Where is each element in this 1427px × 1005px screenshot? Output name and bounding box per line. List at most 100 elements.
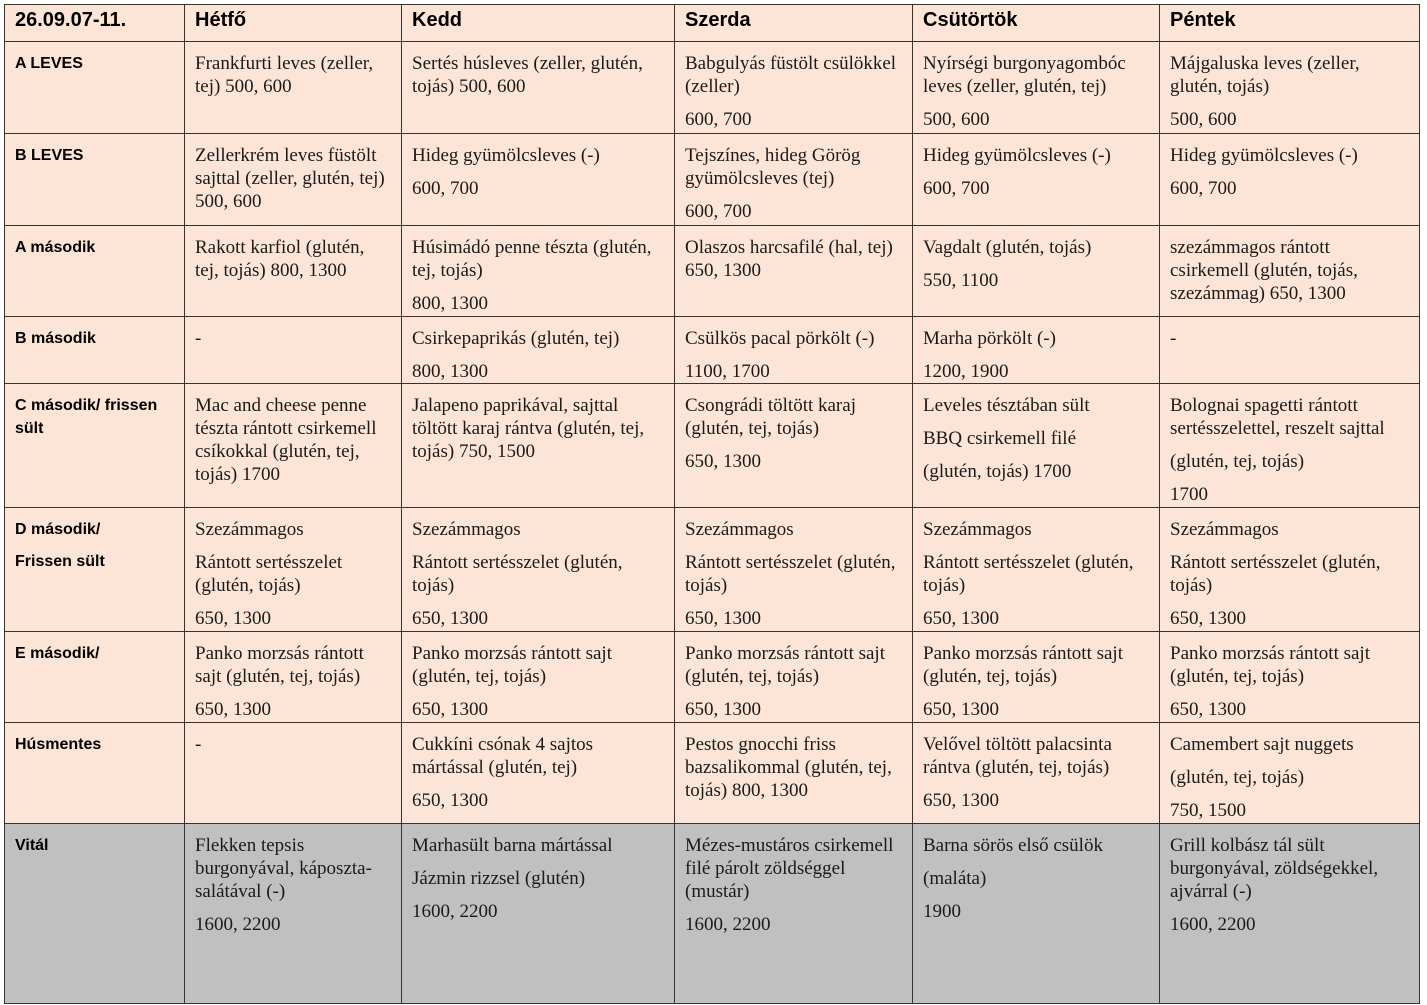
menu-cell-monday: Flekken tepsis burgonyával, káposzta-sal… <box>184 823 402 1004</box>
menu-cell-line: 650, 1300 <box>195 699 271 720</box>
menu-cell-thursday: Vagdalt (glutén, tojás) 550, 1100 <box>912 225 1160 317</box>
menu-cell-line: Vagdalt (glutén, tojás) <box>923 237 1092 258</box>
menu-cell-line: Panko morzsás rántott sajt (glutén, tej,… <box>412 643 612 687</box>
row-label: B LEVES <box>4 133 185 226</box>
menu-cell-wednesday: Babgulyás füstölt csülökkel (zeller) 600,… <box>674 41 913 134</box>
menu-body: A LEVES Frankfurti leves (zeller, tej) 50… <box>4 41 1420 1004</box>
menu-cell-line: szezámmagos rántott csirkemell (glutén, … <box>1170 237 1358 304</box>
menu-cell-line: Frankfurti leves (zeller, tej) 500, 600 <box>195 53 374 97</box>
row-label-line: A második <box>15 239 96 256</box>
menu-cell-line: Panko morzsás rántott sajt (glutén, tej,… <box>195 643 364 687</box>
menu-cell-line: Rántott sertésszelet (glutén, tojás) <box>412 552 623 596</box>
menu-cell-line: Velővel töltött palacsinta rántva (gluté… <box>923 734 1112 778</box>
menu-cell-thursday: Barna sörös első csülök (maláta) 1900 <box>912 823 1160 1004</box>
menu-cell-wednesday: Olaszos harcsafilé (hal, tej) 650, 1300 <box>674 225 913 317</box>
menu-cell-line: 1600, 2200 <box>1170 914 1256 935</box>
menu-cell-wednesday: Tejszínes, hideg Görög gyümölcsleves (te… <box>674 133 913 226</box>
menu-cell-line: (glutén, tej, tojás) <box>1170 451 1305 472</box>
menu-cell-friday: Panko morzsás rántott sajt (glutén, tej,… <box>1159 631 1420 723</box>
menu-cell-line: Rántott sertésszelet (glutén, tojás) <box>1170 552 1381 596</box>
row-label: B második <box>4 316 185 384</box>
menu-cell-tuesday: Marhasült barna mártással Jázmin rizzsel … <box>401 823 675 1004</box>
menu-cell-line: 1600, 2200 <box>195 914 281 935</box>
menu-cell-line: 550, 1100 <box>923 270 999 291</box>
menu-cell-line: 500, 600 <box>1170 109 1237 130</box>
menu-cell-friday: Grill kolbász tál sült burgonyával, zöld… <box>1159 823 1420 1004</box>
menu-cell-line: 600, 700 <box>923 178 990 199</box>
menu-row: Húsmentes - Cukkíni csónak 4 sajtos mártás… <box>4 722 1420 824</box>
menu-cell-line: Camembert sajt nuggets <box>1170 734 1354 755</box>
menu-cell-line: Hideg gyümölcsleves (-) <box>412 145 600 166</box>
menu-cell-line: Húsimádó penne tészta (glutén, tej, tojá… <box>412 237 652 281</box>
menu-row: Vitál Flekken tepsis burgonyával, káposzt… <box>4 823 1420 1004</box>
menu-cell-line: 650, 1300 <box>923 699 999 720</box>
menu-cell-tuesday: Cukkíni csónak 4 sajtos mártással (gluté… <box>401 722 675 824</box>
menu-cell-monday: - <box>184 722 402 824</box>
menu-cell-line: Pestos gnocchi friss bazsalikommal (glut… <box>685 734 892 801</box>
menu-cell-line: Panko morzsás rántott sajt (glutén, tej,… <box>1170 643 1370 687</box>
menu-cell-line: Babgulyás füstölt csülökkel (zeller) <box>685 53 897 97</box>
menu-cell-line: Májgaluska leves (zeller, glutén, tojás) <box>1170 53 1360 97</box>
row-label: Húsmentes <box>4 722 185 824</box>
row-label: E második/ <box>4 631 185 723</box>
menu-cell-line: Leveles tésztában sült <box>923 395 1090 416</box>
menu-cell-line: 650, 1300 <box>685 608 761 629</box>
menu-cell-line: Szezámmagos <box>195 519 304 540</box>
menu-cell-line: Rántott sertésszelet (glutén, tojás) <box>195 552 343 596</box>
row-label-line: Vitál <box>15 837 49 854</box>
menu-row: B LEVES Zellerkrém leves füstölt sajttal … <box>4 133 1420 226</box>
menu-cell-wednesday: Mézes-mustáros csirkemell filé párolt zö… <box>674 823 913 1004</box>
menu-cell-line: 650, 1300 <box>412 608 488 629</box>
menu-cell-line: Szezámmagos <box>1170 519 1279 540</box>
row-label: A második <box>4 225 185 317</box>
menu-cell-wednesday: Szezámmagos Rántott sertésszelet (glutén,… <box>674 507 913 632</box>
menu-cell-thursday: Marha pörkölt (-) 1200, 1900 <box>912 316 1160 384</box>
menu-cell-line: Csongrádi töltött karaj (glutén, tej, to… <box>685 395 856 439</box>
menu-cell-line: 750, 1500 <box>1170 800 1246 821</box>
menu-cell-friday: szezámmagos rántott csirkemell (glutén, … <box>1159 225 1420 317</box>
menu-cell-wednesday: Pestos gnocchi friss bazsalikommal (glut… <box>674 722 913 824</box>
menu-cell-line: - <box>195 734 202 755</box>
menu-cell-line: - <box>195 328 202 349</box>
menu-row: A LEVES Frankfurti leves (zeller, tej) 50… <box>4 41 1420 134</box>
menu-cell-line: Panko morzsás rántott sajt (glutén, tej,… <box>923 643 1123 687</box>
menu-cell-thursday: Szezámmagos Rántott sertésszelet (glutén,… <box>912 507 1160 632</box>
menu-cell-line: 1100, 1700 <box>685 361 770 382</box>
row-label: C második/ frissen sült <box>4 383 185 508</box>
menu-cell-friday: Májgaluska leves (zeller, glutén, tojás)… <box>1159 41 1420 134</box>
menu-row: A második Rakott karfiol (glutén, tej, to… <box>4 225 1420 317</box>
menu-cell-line: BBQ csirkemell filé <box>923 428 1077 449</box>
menu-cell-line: Mézes-mustáros csirkemell filé párolt zö… <box>685 835 894 902</box>
menu-cell-tuesday: Sertés húsleves (zeller, glutén, tojás) … <box>401 41 675 134</box>
row-label-line: E második/ <box>15 645 100 662</box>
day-header-tuesday: Kedd <box>401 4 675 42</box>
menu-cell-line: Mac and cheese penne tészta rántott csir… <box>195 395 377 485</box>
menu-cell-line: 650, 1300 <box>195 608 271 629</box>
menu-cell-tuesday: Hideg gyümölcsleves (-) 600, 700 <box>401 133 675 226</box>
day-header-friday: Péntek <box>1159 4 1420 42</box>
menu-cell-line: - <box>1170 328 1177 349</box>
menu-cell-line: Rakott karfiol (glutén, tej, tojás) 800,… <box>195 237 365 281</box>
menu-cell-line: Szezámmagos <box>412 519 521 540</box>
menu-cell-line: 650, 1300 <box>685 451 761 472</box>
menu-cell-line: (glutén, tej, tojás) <box>1170 767 1305 788</box>
day-header-monday: Hétfő <box>184 4 402 42</box>
menu-cell-monday: - <box>184 316 402 384</box>
menu-cell-line: 650, 1300 <box>923 790 999 811</box>
menu-cell-line: 600, 700 <box>685 109 752 130</box>
day-header-wednesday: Szerda <box>674 4 913 42</box>
menu-cell-line: Hideg gyümölcsleves (-) <box>1170 145 1358 166</box>
row-label-line: D második/ <box>15 521 101 538</box>
menu-cell-friday: Bolognai spagetti rántott sertésszelette… <box>1159 383 1420 508</box>
menu-cell-monday: Zellerkrém leves füstölt sajttal (zeller… <box>184 133 402 226</box>
menu-cell-thursday: Nyírségi burgonyagombóc leves (zeller, g… <box>912 41 1160 134</box>
row-label-line: Frissen sült <box>15 553 105 570</box>
menu-cell-wednesday: Csongrádi töltött karaj (glutén, tej, to… <box>674 383 913 508</box>
menu-cell-tuesday: Húsimádó penne tészta (glutén, tej, tojá… <box>401 225 675 317</box>
menu-row: C második/ frissen sült Mac and cheese pe… <box>4 383 1420 508</box>
menu-cell-line: 800, 1300 <box>412 361 488 382</box>
menu-cell-friday: Camembert sajt nuggets (glutén, tej, tojá… <box>1159 722 1420 824</box>
menu-cell-line: Rántott sertésszelet (glutén, tojás) <box>685 552 896 596</box>
row-label: D második/Frissen sült <box>4 507 185 632</box>
menu-cell-thursday: Velővel töltött palacsinta rántva (gluté… <box>912 722 1160 824</box>
